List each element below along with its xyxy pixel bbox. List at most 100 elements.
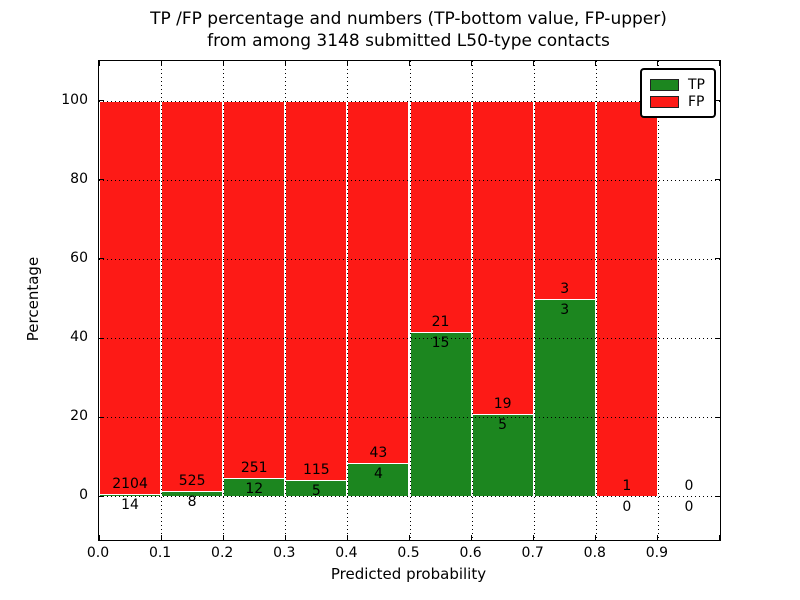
y-tick-right <box>715 258 720 260</box>
legend: TP FP <box>640 68 716 118</box>
y-tick-right <box>715 337 720 339</box>
x-tick-label: 0.3 <box>273 545 296 561</box>
y-tick-label: 60 <box>70 249 88 266</box>
y-tick-left <box>99 416 104 418</box>
fp-bar-segment <box>533 100 596 299</box>
vertical-gridline <box>657 61 659 540</box>
y-tick-label: 100 <box>61 91 88 108</box>
y-tick-left <box>99 495 104 497</box>
x-tick-top <box>533 61 535 66</box>
x-tick-label: 0.8 <box>583 545 606 561</box>
y-tick-left <box>99 337 104 339</box>
x-tick-top <box>222 61 224 66</box>
tp-legend-swatch <box>650 78 679 91</box>
fp-bar-segment <box>223 100 286 479</box>
legend-entry-fp: FP <box>650 93 705 110</box>
fp-count-label: 525 <box>178 472 206 489</box>
x-tick-bottom <box>99 535 100 540</box>
y-tick-label: 20 <box>70 408 88 425</box>
x-tick-top <box>284 61 286 66</box>
tp-bar-segment <box>99 493 162 497</box>
x-tick-label: 0.4 <box>335 545 358 561</box>
y-axis-label: Percentage <box>24 256 42 342</box>
x-axis-label: Predicted probability <box>330 565 487 583</box>
x-tick-label: 0.5 <box>397 545 420 561</box>
fp-bar-segment <box>471 100 534 414</box>
x-tick-bottom <box>471 535 473 540</box>
x-tick-top <box>99 61 100 66</box>
fp-count-label: 1 <box>622 478 632 495</box>
vertical-gridline <box>471 61 473 540</box>
y-tick-left <box>99 179 104 181</box>
x-tick-bottom <box>533 535 535 540</box>
vertical-gridline <box>409 61 411 540</box>
fp-count-label: 0 <box>684 478 694 495</box>
tp-bar-segment <box>533 298 596 497</box>
y-tick-right <box>715 495 720 497</box>
fp-bar-segment <box>409 100 472 332</box>
tp-bar-segment <box>409 331 472 497</box>
fp-count-label: 21 <box>431 313 450 330</box>
legend-entry-tp: TP <box>650 76 705 93</box>
tp-bar-segment <box>471 413 534 497</box>
fp-count-label: 251 <box>240 460 268 477</box>
fp-bar-segment <box>161 100 224 491</box>
x-tick-label: 0.2 <box>211 545 234 561</box>
x-tick-bottom <box>222 535 224 540</box>
x-tick-label: 0.6 <box>459 545 482 561</box>
y-tick-label: 0 <box>79 487 88 504</box>
vertical-gridline <box>285 61 287 540</box>
fp-legend-label: FP <box>688 93 705 110</box>
vertical-gridline <box>161 61 163 540</box>
y-tick-right <box>715 416 720 418</box>
fp-count-label: 115 <box>302 461 330 478</box>
x-tick-top <box>160 61 162 66</box>
y-tick-left <box>99 258 104 260</box>
x-tick-label: 0.0 <box>86 545 110 561</box>
x-tick-bottom <box>719 535 720 540</box>
vertical-gridline <box>347 61 349 540</box>
fp-count-label: 2104 <box>112 475 148 492</box>
tp-legend-label: TP <box>688 76 705 93</box>
x-tick-top <box>346 61 348 66</box>
fp-count-label: 19 <box>493 395 512 412</box>
x-tick-bottom <box>409 535 410 540</box>
tp-count-label: 0 <box>622 499 632 516</box>
x-tick-top <box>471 61 473 66</box>
fp-legend-swatch <box>650 95 679 108</box>
tp-count-label: 12 <box>245 481 264 498</box>
tp-count-label: 3 <box>560 301 570 318</box>
y-tick-label: 80 <box>70 170 88 187</box>
chart-title-line2: from among 3148 submitted L50-type conta… <box>207 31 610 51</box>
x-tick-top <box>657 61 659 66</box>
y-tick-left <box>99 100 104 102</box>
x-tick-top <box>719 61 720 66</box>
tp-count-label: 14 <box>121 496 139 513</box>
fp-count-label: 3 <box>560 280 570 297</box>
x-tick-bottom <box>657 535 659 540</box>
y-tick-right <box>715 179 720 181</box>
vertical-gridline <box>533 61 535 540</box>
fp-bar-segment <box>347 100 410 463</box>
x-tick-bottom <box>284 535 286 540</box>
tp-count-label: 0 <box>684 499 694 516</box>
x-tick-bottom <box>595 535 597 540</box>
tp-count-label: 5 <box>498 416 508 433</box>
tp-count-label: 5 <box>311 482 321 499</box>
tp-count-label: 4 <box>373 465 383 482</box>
vertical-gridline <box>595 61 597 540</box>
fp-bar-segment <box>595 100 658 497</box>
tp-count-label: 15 <box>431 334 450 351</box>
tp-count-label: 8 <box>187 493 197 510</box>
y-tick-right <box>715 100 720 102</box>
chart-title-line1: TP /FP percentage and numbers (TP-bottom… <box>150 9 667 29</box>
x-tick-label: 0.1 <box>148 545 172 561</box>
x-tick-label: 0.7 <box>521 545 544 561</box>
x-tick-label: 0.9 <box>645 545 669 561</box>
x-tick-top <box>595 61 597 66</box>
plot-area: TP FP 2104 14 525 8 251 12 115 5 43 4 21 15 19 5 3 3 1 0 0… <box>98 60 721 541</box>
y-tick-label: 40 <box>70 329 88 346</box>
x-tick-top <box>409 61 410 66</box>
fp-bar-segment <box>285 100 348 480</box>
vertical-gridline <box>223 61 225 540</box>
